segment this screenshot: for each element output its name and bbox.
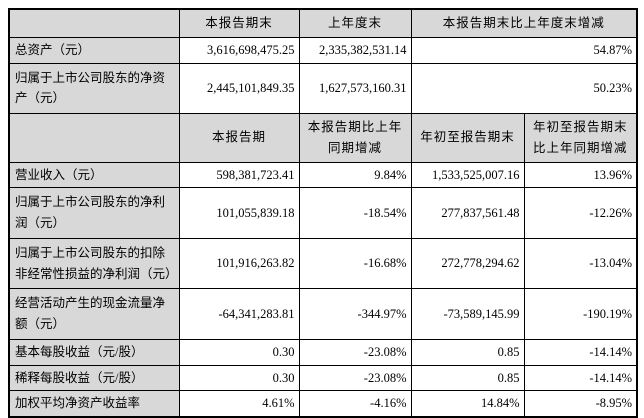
value-cell: -14.14% <box>523 338 638 366</box>
value-cell: 3,616,698,475.25 <box>178 36 300 64</box>
value-cell: 0.85 <box>410 338 525 366</box>
value-cell: -190.19% <box>523 288 638 340</box>
header-row: 本报告期 本报告期比上年同期增减 年初至报告期末 年初至报告期末比上年同期增减 <box>8 113 638 163</box>
value-cell: 0.30 <box>178 338 300 366</box>
column-header-cell: 年初至报告期末 <box>410 113 525 163</box>
value-cell: 277,837,561.48 <box>410 187 525 239</box>
column-header-cell: 本报告期末 <box>178 8 300 38</box>
table-row: 营业收入（元） 598,381,723.41 9.84% 1,533,525,007.… <box>8 161 638 189</box>
value-cell: 14.84% <box>410 390 525 418</box>
table-row: 归属于上市公司股东的扣除非经常性损益的净利润（元） 101,916,263.82-… <box>8 237 638 290</box>
row-label-cell: 归属于上市公司股东的净资产（元） <box>8 62 180 114</box>
value-cell: -4.16% <box>298 390 412 418</box>
value-cell: 1,627,573,160.31 <box>298 62 412 114</box>
value-cell: -13.04% <box>523 237 638 290</box>
row-label-cell: 归属于上市公司股东的净利润（元） <box>8 187 180 239</box>
value-cell: -23.08% <box>298 364 412 392</box>
value-cell: -16.68% <box>298 237 412 290</box>
value-cell: 4.61% <box>178 390 300 418</box>
value-cell: 1,533,525,007.16 <box>410 161 525 189</box>
value-cell: -23.08% <box>298 338 412 366</box>
value-cell: 50.23% <box>410 62 638 114</box>
value-cell: 0.30 <box>178 364 300 392</box>
table-row: 归属于上市公司股东的净利润（元） 101,055,839.18 -18.54% 277… <box>8 187 638 239</box>
value-cell: -344.97% <box>298 288 412 340</box>
table-row: 基本每股收益（元/股） 0.30 -23.08% 0.85 -14.14% <box>8 338 638 366</box>
corner-cell <box>8 8 180 38</box>
table-row: 稀释每股收益（元/股） 0.30 -23.08% 0.85 -14.14% <box>8 364 638 392</box>
value-cell: -18.54% <box>298 187 412 239</box>
row-label-cell: 稀释每股收益（元/股） <box>8 364 180 392</box>
value-cell: 13.96% <box>523 161 638 189</box>
value-cell: 101,055,839.18 <box>178 187 300 239</box>
value-cell: 54.87% <box>410 36 638 64</box>
value-cell: -73,589,145.99 <box>410 288 525 340</box>
value-cell: 101,916,263.82 <box>178 237 300 290</box>
financial-summary-table: 本报告期末 上年度末 本报告期末比上年度末增减 总资产（元） 3,616,698,475… <box>8 8 639 418</box>
value-cell: -64,341,283.81 <box>178 288 300 340</box>
table-row: 总资产（元） 3,616,698,475.25 2,335,382,531.14 54… <box>8 36 638 64</box>
column-header-cell: 本报告期比上年同期增减 <box>298 113 412 163</box>
column-header-cell: 年初至报告期末比上年同期增减 <box>523 113 638 163</box>
value-cell: 272,778,294.62 <box>410 237 525 290</box>
financial-summary-table-body: 本报告期末 上年度末 本报告期末比上年度末增减 总资产（元） 3,616,698,475… <box>8 8 638 418</box>
row-label-cell: 总资产（元） <box>8 36 180 64</box>
value-cell: 0.85 <box>410 364 525 392</box>
column-header-cell: 本报告期末比上年度末增减 <box>410 8 638 38</box>
row-label-cell: 加权平均净资产收益率 <box>8 390 180 418</box>
value-cell: 2,445,101,849.35 <box>178 62 300 114</box>
value-cell: -8.95% <box>523 390 638 418</box>
value-cell: 2,335,382,531.14 <box>298 36 412 64</box>
row-label-cell: 归属于上市公司股东的扣除非经常性损益的净利润（元） <box>8 237 180 290</box>
row-label-cell: 经营活动产生的现金流量净额（元） <box>8 288 180 340</box>
value-cell: -14.14% <box>523 364 638 392</box>
row-label-cell: 营业收入（元） <box>8 161 180 189</box>
corner-cell <box>8 113 180 163</box>
table-row: 加权平均净资产收益率 4.61% -4.16% 14.84% -8.95% <box>8 390 638 418</box>
header-row: 本报告期末 上年度末 本报告期末比上年度末增减 <box>8 8 638 38</box>
value-cell: 598,381,723.41 <box>178 161 300 189</box>
table-row: 归属于上市公司股东的净资产（元） 2,445,101,849.35 1,627,57… <box>8 62 638 114</box>
value-cell: 9.84% <box>298 161 412 189</box>
table-row: 经营活动产生的现金流量净额（元） -64,341,283.81 -344.97% -7… <box>8 288 638 340</box>
value-cell: -12.26% <box>523 187 638 239</box>
column-header-cell: 上年度末 <box>298 8 412 38</box>
column-header-cell: 本报告期 <box>178 113 300 163</box>
row-label-cell: 基本每股收益（元/股） <box>8 338 180 366</box>
